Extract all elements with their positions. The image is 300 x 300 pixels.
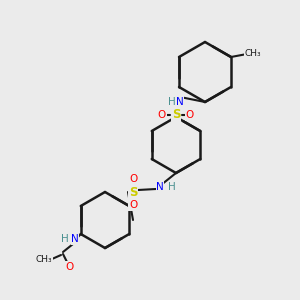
- Text: S: S: [129, 185, 137, 199]
- Text: S: S: [172, 109, 180, 122]
- Text: O: O: [186, 110, 194, 120]
- Text: O: O: [158, 110, 166, 120]
- Text: N: N: [156, 182, 164, 192]
- Text: N: N: [176, 97, 184, 107]
- Text: O: O: [129, 200, 137, 210]
- Text: O: O: [66, 262, 74, 272]
- Text: O: O: [129, 174, 137, 184]
- Text: H: H: [168, 182, 176, 192]
- Text: CH₃: CH₃: [36, 256, 52, 265]
- Text: CH₃: CH₃: [245, 50, 261, 58]
- Text: N: N: [71, 234, 79, 244]
- Text: H: H: [168, 97, 176, 107]
- Text: H: H: [61, 234, 69, 244]
